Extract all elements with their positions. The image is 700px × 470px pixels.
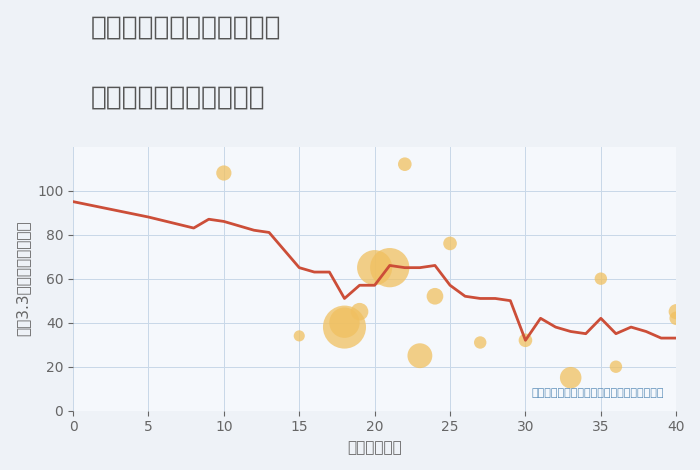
Text: 千葉県市原市五井中央西の: 千葉県市原市五井中央西の — [91, 14, 281, 40]
Point — [671, 314, 682, 322]
Point — [399, 160, 410, 168]
Point — [610, 363, 622, 370]
Y-axis label: 坪（3.3㎡）単価（万円）: 坪（3.3㎡）単価（万円） — [15, 221, 30, 337]
Point — [414, 352, 426, 360]
Point — [339, 323, 350, 331]
Point — [595, 275, 606, 282]
Point — [354, 308, 365, 315]
Point — [429, 292, 440, 300]
Point — [339, 319, 350, 327]
Point — [384, 264, 395, 271]
Point — [520, 337, 531, 344]
Point — [565, 374, 576, 382]
Text: 築年数別中古戸建て価格: 築年数別中古戸建て価格 — [91, 85, 265, 110]
Point — [293, 332, 304, 340]
Point — [444, 240, 456, 247]
Point — [671, 308, 682, 315]
Point — [218, 169, 230, 177]
Point — [369, 264, 380, 271]
Point — [475, 339, 486, 346]
X-axis label: 築年数（年）: 築年数（年） — [347, 440, 402, 455]
Text: 円の大きさは、取引のあった物件面積を示す: 円の大きさは、取引のあった物件面積を示す — [532, 388, 664, 398]
